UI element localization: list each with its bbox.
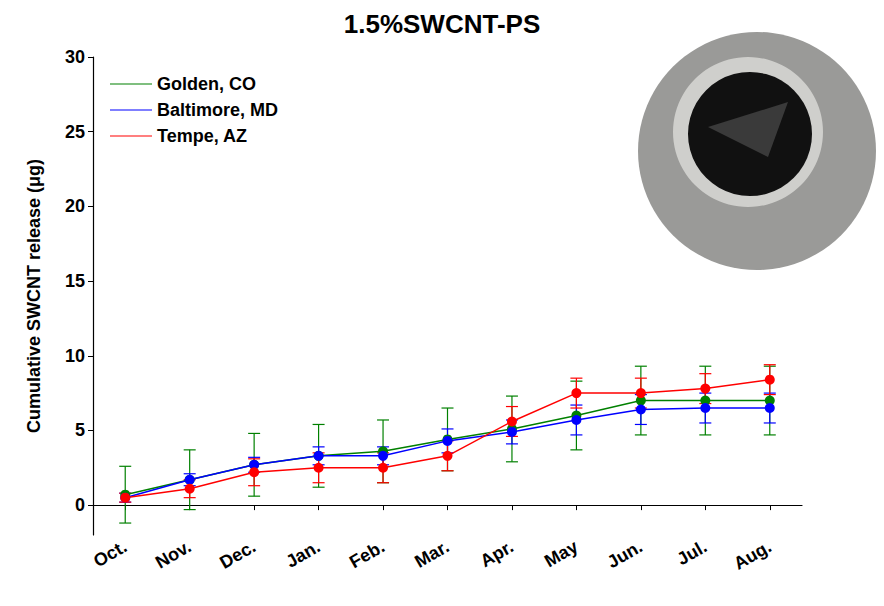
svg-text:25: 25 (65, 122, 85, 142)
svg-text:10: 10 (65, 346, 85, 366)
svg-text:Dec.: Dec. (216, 536, 259, 572)
svg-text:Mar.: Mar. (411, 536, 452, 571)
svg-text:Oct.: Oct. (90, 536, 130, 571)
svg-text:Aug.: Aug. (730, 536, 775, 573)
svg-text:15: 15 (65, 271, 85, 291)
svg-text:May: May (541, 536, 581, 571)
svg-text:Jul.: Jul. (673, 536, 710, 569)
svg-text:Tempe, AZ: Tempe, AZ (157, 126, 247, 146)
svg-text:Baltimore, MD: Baltimore, MD (157, 100, 278, 120)
svg-text:0: 0 (75, 495, 85, 515)
svg-text:Apr.: Apr. (477, 536, 517, 571)
svg-text:Feb.: Feb. (346, 536, 388, 572)
svg-text:5: 5 (75, 420, 85, 440)
svg-text:20: 20 (65, 196, 85, 216)
svg-text:Cumulative SWCNT release (μg): Cumulative SWCNT release (μg) (24, 159, 44, 433)
svg-text:Nov.: Nov. (152, 536, 195, 572)
svg-text:Jan.: Jan. (282, 536, 323, 571)
svg-text:Jun.: Jun. (604, 536, 646, 572)
svg-text:1.5%SWCNT-PS: 1.5%SWCNT-PS (344, 9, 541, 39)
svg-text:Golden, CO: Golden, CO (157, 74, 256, 94)
svg-text:30: 30 (65, 47, 85, 67)
